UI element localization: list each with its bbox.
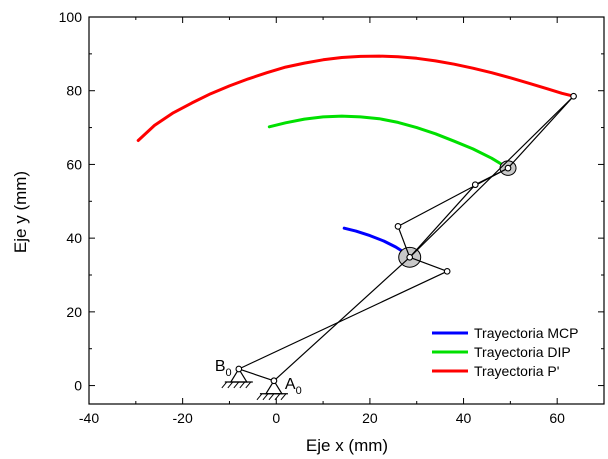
mechanism-link — [409, 256, 448, 272]
mechanism-link — [238, 368, 275, 382]
mechanism-joint — [570, 92, 577, 100]
ground-hatch — [256, 393, 263, 401]
y-tick-label: 80 — [66, 83, 82, 99]
mechanism-link — [409, 95, 574, 258]
ground-hatch — [227, 381, 234, 389]
mechanism-link — [507, 95, 575, 169]
x-tick-label: 20 — [362, 410, 378, 426]
mechanism-link — [238, 270, 448, 370]
ground-hatch — [245, 381, 252, 389]
mechanism-joint — [394, 222, 402, 230]
mechanism-link — [409, 184, 476, 258]
y-tick-label: 20 — [66, 304, 82, 320]
ground-hatch — [233, 381, 240, 389]
mechanism-joint — [406, 253, 414, 261]
mechanism-joint — [270, 377, 278, 385]
y-tick-label: 0 — [74, 378, 82, 394]
x-axis-label: Eje x (mm) — [306, 436, 388, 455]
x-tick-label: 0 — [272, 410, 280, 426]
mechanism-link — [273, 256, 411, 382]
y-tick-label: 40 — [66, 230, 82, 246]
ground-hatch — [274, 393, 281, 401]
series-line — [136, 54, 576, 142]
mechanism-link — [397, 226, 411, 258]
joint-label: A0 — [285, 376, 302, 397]
legend-label: Trayectoria MCP — [474, 325, 579, 341]
x-tick-label: 60 — [549, 410, 565, 426]
ground-hatch — [239, 381, 246, 389]
axes: -40 -20 0 20 40 60 0 20 40 60 80 100 — [59, 9, 605, 426]
mechanism-joint — [235, 365, 243, 373]
plot-frame — [88, 16, 605, 405]
legend-label: Trayectoria DIP — [474, 344, 571, 360]
y-tick-label: 60 — [66, 156, 82, 172]
x-tick-label: -20 — [173, 410, 193, 426]
mechanism: B0 A0 — [215, 92, 577, 401]
legend-label: Trayectoria P' — [474, 363, 559, 379]
ground-hatch — [280, 393, 287, 401]
x-tick-label: 40 — [456, 410, 472, 426]
joint-label: B0 — [215, 358, 232, 379]
ground-hatch — [262, 393, 269, 401]
series-layer — [136, 54, 576, 255]
series-line — [342, 226, 407, 255]
mechanism-joint — [504, 164, 512, 172]
ground-hatch — [221, 381, 228, 389]
series-line — [267, 114, 510, 170]
ground-hatch — [268, 393, 275, 401]
y-tick-label: 100 — [59, 9, 83, 25]
x-tick-label: -40 — [79, 410, 99, 426]
mechanism-joint — [443, 267, 451, 275]
legend: Trayectoria MCP Trayectoria DIP Trayectori… — [432, 325, 579, 379]
y-axis-label: Eje y (mm) — [11, 171, 30, 253]
mechanism-joint — [471, 181, 479, 189]
